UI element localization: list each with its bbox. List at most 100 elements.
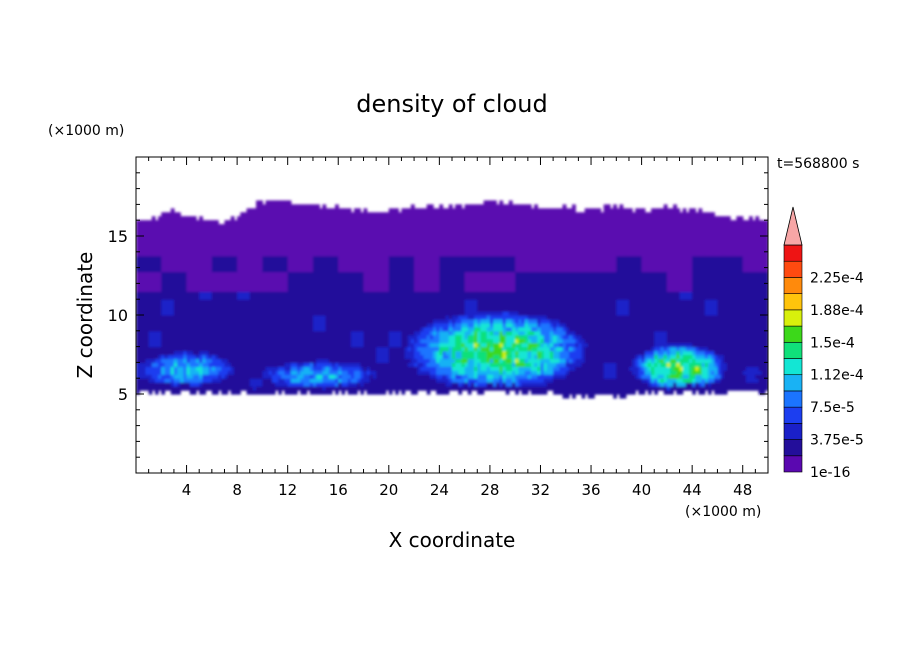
- density-cell: [436, 370, 440, 375]
- density-cell: [423, 255, 428, 261]
- density-cell: [442, 370, 447, 375]
- density-cell: [142, 295, 147, 300]
- density-cell: [366, 263, 371, 269]
- density-cell: [142, 338, 147, 344]
- density-cell: [136, 259, 140, 265]
- density-cell: [243, 283, 248, 288]
- density-cell: [467, 342, 472, 348]
- density-cell: [335, 315, 339, 320]
- density-cell: [199, 267, 203, 273]
- density-cell: [464, 295, 469, 300]
- density-cell: [347, 334, 352, 340]
- density-cell: [177, 251, 181, 257]
- density-cell: [417, 303, 421, 308]
- density-cell: [322, 228, 327, 233]
- density-cell: [439, 315, 444, 320]
- density-cell: [474, 299, 478, 304]
- density-cell: [391, 358, 396, 363]
- density-cell: [294, 275, 298, 281]
- density-cell: [436, 224, 440, 229]
- density-cell: [161, 247, 166, 253]
- density-cell: [458, 342, 463, 348]
- density-cell: [331, 326, 336, 332]
- density-cell: [139, 346, 143, 352]
- density-cell: [309, 299, 314, 304]
- density-cell: [350, 342, 355, 348]
- density-cell: [376, 358, 380, 363]
- density-cell: [366, 322, 371, 328]
- density-cell: [306, 330, 311, 336]
- density-cell: [338, 382, 342, 387]
- density-cell: [445, 307, 450, 312]
- density-cell: [265, 295, 270, 300]
- density-cell: [224, 390, 229, 395]
- density-cell: [436, 315, 440, 320]
- density-cell: [344, 224, 349, 229]
- density-cell: [215, 307, 219, 312]
- density-cell: [379, 283, 384, 288]
- density-cell: [338, 374, 342, 379]
- density-cell: [243, 291, 248, 296]
- density-cell: [300, 358, 305, 363]
- density-cell: [224, 318, 229, 324]
- density-cell: [145, 228, 150, 233]
- density-cell: [256, 275, 260, 281]
- density-cell: [227, 303, 232, 308]
- density-cell: [458, 239, 463, 245]
- density-cell: [196, 342, 200, 348]
- density-cell: [442, 350, 447, 356]
- density-cell: [196, 303, 200, 308]
- density-cell: [344, 362, 349, 367]
- density-cell: [338, 283, 342, 288]
- density-cell: [139, 259, 143, 265]
- density-cell: [347, 247, 352, 253]
- density-cell: [189, 232, 194, 237]
- density-cell: [142, 283, 147, 288]
- density-cell: [404, 267, 409, 273]
- density-cell: [331, 283, 336, 288]
- density-cell: [290, 224, 295, 229]
- density-cell: [262, 259, 267, 265]
- density-cell: [205, 251, 210, 257]
- density-cell: [196, 291, 200, 296]
- density-cell: [290, 216, 295, 221]
- density-cell: [148, 374, 153, 379]
- density-cell: [319, 350, 324, 356]
- density-cell: [243, 287, 248, 292]
- density-cell: [186, 322, 191, 328]
- density-cell: [401, 322, 406, 328]
- density-cell: [192, 370, 197, 375]
- density-cell: [354, 267, 358, 273]
- density-cell: [142, 239, 147, 245]
- density-cell: [331, 239, 336, 245]
- density-cell: [470, 291, 475, 296]
- density-cell: [335, 220, 339, 225]
- density-cell: [395, 299, 399, 304]
- density-cell: [382, 374, 387, 379]
- density-cell: [388, 224, 393, 229]
- density-cell: [357, 334, 361, 340]
- density-cell: [294, 366, 298, 371]
- density-cell: [180, 239, 184, 245]
- density-cell: [436, 342, 440, 348]
- density-cell: [448, 346, 453, 352]
- density-cell: [395, 354, 399, 360]
- density-cell: [221, 263, 226, 269]
- density-cell: [436, 318, 440, 324]
- density-cell: [139, 382, 143, 387]
- density-cell: [369, 216, 374, 221]
- density-cell: [139, 295, 143, 300]
- density-cell: [464, 251, 469, 257]
- density-cell: [306, 212, 311, 217]
- density-cell: [322, 204, 327, 209]
- density-cell: [256, 212, 260, 217]
- density-cell: [474, 259, 478, 265]
- density-cell: [344, 291, 349, 296]
- density-cell: [189, 358, 194, 363]
- density-cell: [252, 378, 257, 383]
- density-cell: [347, 295, 352, 300]
- density-cell: [252, 224, 257, 229]
- density-cell: [303, 275, 308, 281]
- density-cell: [161, 267, 166, 273]
- density-cell: [278, 255, 282, 261]
